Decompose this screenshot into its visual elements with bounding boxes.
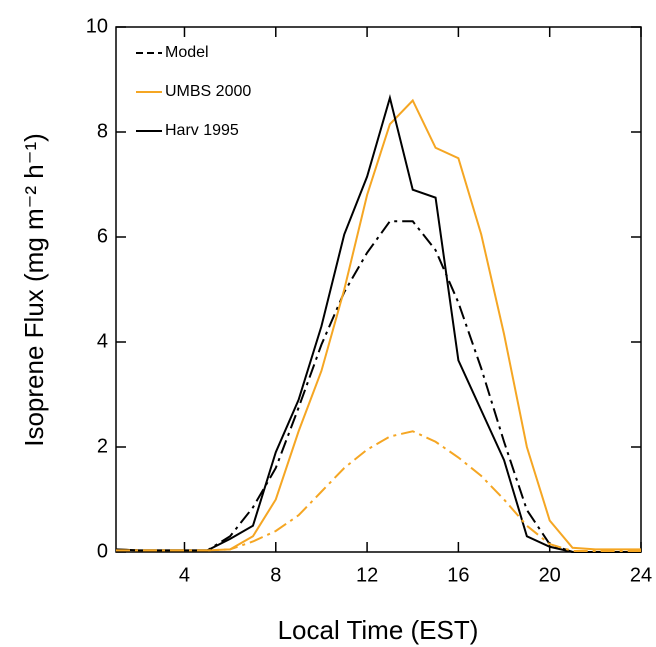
y-tick-label: 6 — [97, 225, 108, 247]
data-line — [116, 430, 641, 552]
data-line — [115, 94, 641, 553]
x-tick-label: 4 — [179, 564, 190, 586]
legend-label: Harv 1995 — [165, 122, 239, 139]
data-line — [116, 220, 641, 553]
x-axis-label: Local Time (EST) — [278, 615, 479, 645]
x-tick-label: 20 — [539, 564, 561, 586]
data-line — [115, 98, 641, 552]
y-axis-label: Isoprene Flux (mg m⁻² h⁻¹) — [19, 133, 49, 447]
y-tick-label: 2 — [97, 435, 108, 457]
x-tick-label: 12 — [356, 564, 378, 586]
x-tick-label: 8 — [270, 564, 281, 586]
legend-label: UMBS 2000 — [165, 83, 251, 100]
x-tick-label: 24 — [630, 564, 652, 586]
x-tick-label: 16 — [447, 564, 469, 586]
y-tick-label: 8 — [97, 120, 108, 142]
plot-frame — [115, 26, 642, 553]
legend-label: Model — [165, 44, 209, 61]
y-tick-label: 4 — [97, 330, 108, 352]
y-tick-label: 10 — [86, 15, 108, 37]
y-tick-label: 0 — [97, 540, 108, 562]
